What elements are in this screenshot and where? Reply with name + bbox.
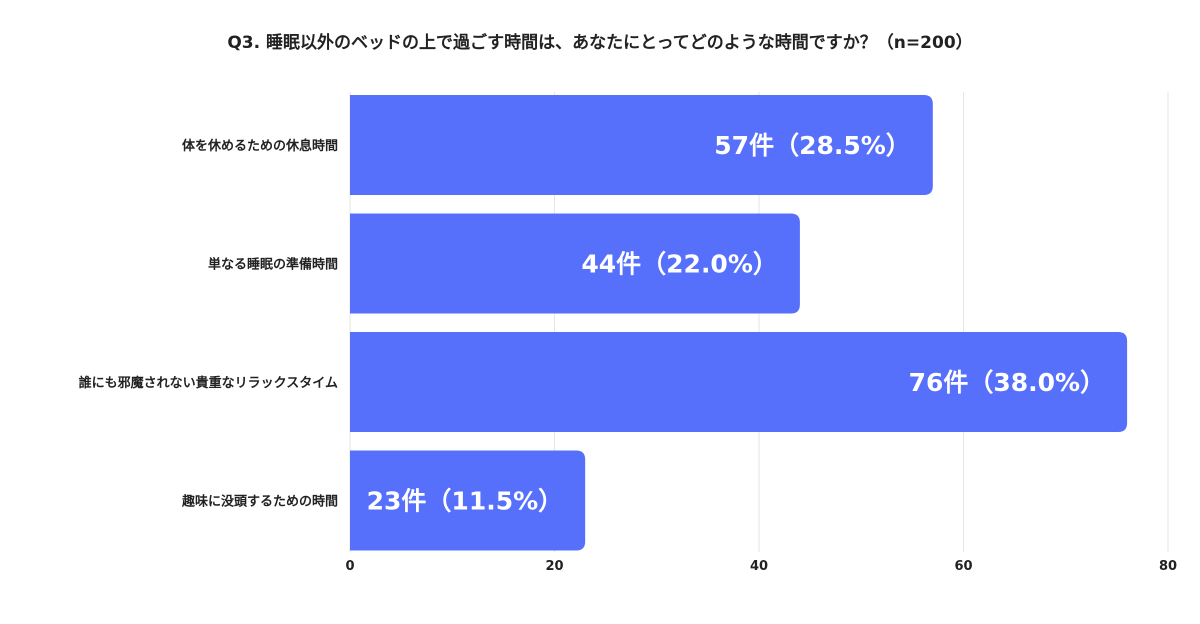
data-label: 44件（22.0%） (581, 250, 778, 279)
x-tick-label: 40 (750, 559, 768, 574)
x-tick-label: 60 (954, 559, 972, 574)
chart-title: Q3. 睡眠以外のベッドの上で過ごす時間は、あなたにとってどのような時間ですか？… (227, 33, 973, 53)
category-label: 趣味に没頭するための時間 (181, 494, 338, 510)
x-tick-label: 0 (345, 559, 354, 574)
bars (350, 95, 1128, 551)
category-label: 誰にも邪魔されない貴重なリラックスタイム (79, 375, 338, 391)
bar (350, 450, 586, 551)
category-label: 体を休めるための休息時間 (182, 138, 338, 154)
bar (350, 213, 800, 314)
bar (350, 332, 1128, 432)
x-tick-label: 20 (545, 559, 563, 574)
x-tick-label: 80 (1159, 559, 1177, 574)
labels: 体を休めるための休息時間 57件（28.5%） 単なる睡眠の準備時間 44件（22.0… (79, 131, 1105, 516)
data-label: 23件（11.5%） (367, 487, 564, 516)
data-label: 57件（28.5%） (714, 131, 911, 160)
category-label: 単なる睡眠の準備時間 (208, 257, 338, 273)
data-label: 76件（38.0%） (909, 368, 1106, 397)
x-axis-ticks: 0 20 40 60 80 (345, 559, 1177, 574)
bar (350, 95, 933, 195)
